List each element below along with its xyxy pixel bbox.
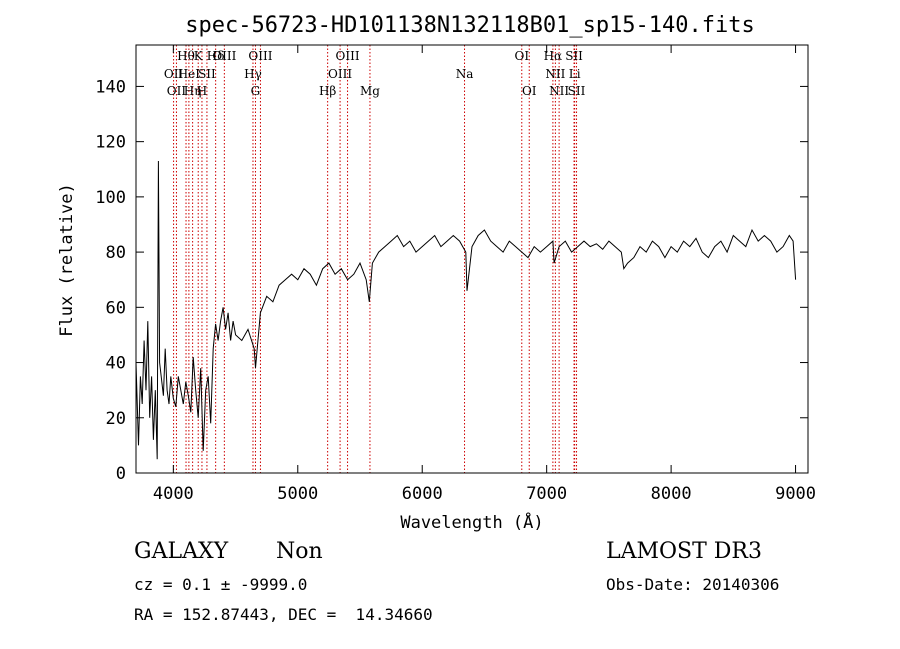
spectrum-line xyxy=(135,160,797,460)
y-tick-label: 60 xyxy=(106,298,126,318)
line-marker-label: Mg xyxy=(360,84,380,98)
line-marker-label: Na xyxy=(456,67,474,81)
y-tick-label: 120 xyxy=(95,133,126,153)
line-marker-label: HeI xyxy=(178,67,201,81)
x-tick-label: 4000 xyxy=(153,484,194,504)
y-axis-label: Flux (relative) xyxy=(57,183,77,337)
ra-dec-line: RA = 152.87443, DEC = 14.34660 xyxy=(134,605,433,624)
object-class: GALAXY xyxy=(134,539,229,564)
line-marker-label: SII xyxy=(565,49,583,63)
object-subclass: Non xyxy=(276,539,323,564)
x-tick-label: 9000 xyxy=(775,484,816,504)
x-axis-label: Wavelength (Å) xyxy=(400,511,543,533)
survey-name: LAMOST DR3 xyxy=(606,539,762,564)
line-marker-label: Hα xyxy=(544,49,563,63)
y-tick-label: 140 xyxy=(95,77,126,97)
y-tick-label: 100 xyxy=(95,188,126,208)
line-marker-label: Hδ xyxy=(207,49,225,63)
line-marker-label: OIII xyxy=(336,49,360,63)
line-marker-label: OI xyxy=(514,49,529,63)
line-marker-label: NII xyxy=(549,84,569,98)
x-tick-label: 6000 xyxy=(402,484,443,504)
x-axis-ticks: 4000 5000 6000 7000 8000 9000 xyxy=(153,45,816,504)
line-marker-label: Hη xyxy=(184,84,202,98)
line-marker-label: Hγ xyxy=(244,67,262,81)
y-tick-label: 20 xyxy=(106,409,126,429)
line-marker-label: OII xyxy=(167,84,187,98)
plot-frame xyxy=(135,44,809,474)
x-tick-label: 8000 xyxy=(651,484,692,504)
line-marker-label: Li xyxy=(569,67,581,81)
line-markers xyxy=(173,45,578,473)
line-marker-label: OIII xyxy=(248,49,272,63)
line-marker-label: OII xyxy=(164,67,184,81)
observation-date: Obs-Date: 20140306 xyxy=(606,575,779,594)
line-marker-label: SII xyxy=(198,67,216,81)
line-marker-label: Hβ xyxy=(319,84,336,98)
line-marker-label: K xyxy=(194,49,204,63)
y-tick-label: 0 xyxy=(116,464,126,484)
line-marker-label: OI xyxy=(522,84,537,98)
y-tick-label: 80 xyxy=(106,243,126,263)
line-marker-labels: OIIOIIHθHeIHηKHSIIHδOIIIHγGOIIIHβOIIIOII… xyxy=(164,49,586,98)
x-tick-label: 7000 xyxy=(526,484,567,504)
line-marker-label: NII xyxy=(545,67,565,81)
chart-title: spec-56723-HD101138N132118B01_sp15-140.f… xyxy=(185,13,755,38)
line-marker-label: Hθ xyxy=(177,49,195,63)
line-marker-label: OIII xyxy=(328,67,352,81)
line-marker-label: SII xyxy=(568,84,586,98)
y-tick-label: 40 xyxy=(106,354,126,374)
x-tick-label: 5000 xyxy=(277,484,318,504)
line-marker-label: H xyxy=(197,84,207,98)
series-layer xyxy=(135,160,797,460)
line-marker-label: OIII xyxy=(212,49,236,63)
line-marker-label: G xyxy=(251,84,261,98)
y-axis-ticks: 0 20 40 60 80 100 120 140 xyxy=(95,77,808,484)
redshift-line: cz = 0.1 ± -9999.0 xyxy=(134,575,307,594)
